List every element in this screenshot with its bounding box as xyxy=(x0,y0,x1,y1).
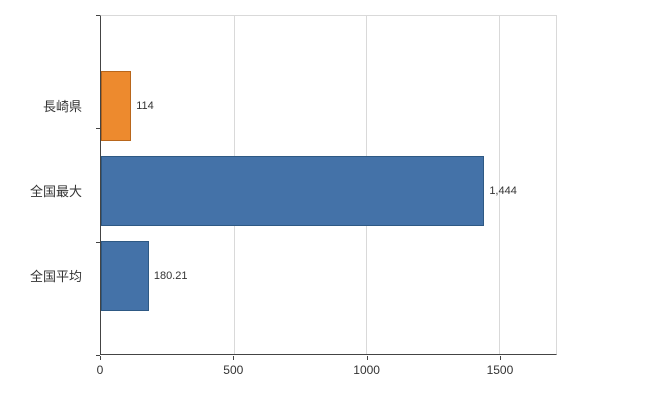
bar-national-max xyxy=(101,156,485,226)
x-tick-mark xyxy=(366,356,368,360)
bar-row: 1,444 xyxy=(101,156,556,226)
bar-value-label: 180.21 xyxy=(153,270,188,282)
x-tick-label: 1000 xyxy=(353,363,380,377)
y-tick-mark xyxy=(96,355,100,356)
x-tick-mark xyxy=(233,356,235,360)
bar-value-label: 1,444 xyxy=(489,185,517,197)
bar-row: 114 xyxy=(101,71,556,141)
y-axis-category-label: 全国平均 xyxy=(29,268,82,284)
plot-area: 114 1,444 180.21 xyxy=(100,15,557,355)
y-tick-mark xyxy=(96,15,100,16)
bar-row: 180.21 xyxy=(101,241,556,311)
bar-value-label: 114 xyxy=(136,100,154,112)
x-tick-label: 1500 xyxy=(486,363,514,377)
x-axis: 0 500 1000 1500 xyxy=(96,356,557,382)
gridline xyxy=(499,16,501,354)
x-tick-label: 500 xyxy=(223,363,244,377)
y-tick-mark xyxy=(96,128,100,129)
x-tick-mark xyxy=(100,356,101,360)
y-axis-category-label: 長崎県 xyxy=(42,98,82,114)
bar-nagasaki xyxy=(101,71,132,141)
x-tick-mark xyxy=(499,356,501,360)
bar-national-average xyxy=(101,241,149,311)
y-axis-category-label: 全国最大 xyxy=(29,183,82,199)
x-tick-label: 0 xyxy=(96,363,104,377)
bars-layer: 114 1,444 180.21 xyxy=(101,16,556,354)
y-tick-mark xyxy=(96,242,100,243)
